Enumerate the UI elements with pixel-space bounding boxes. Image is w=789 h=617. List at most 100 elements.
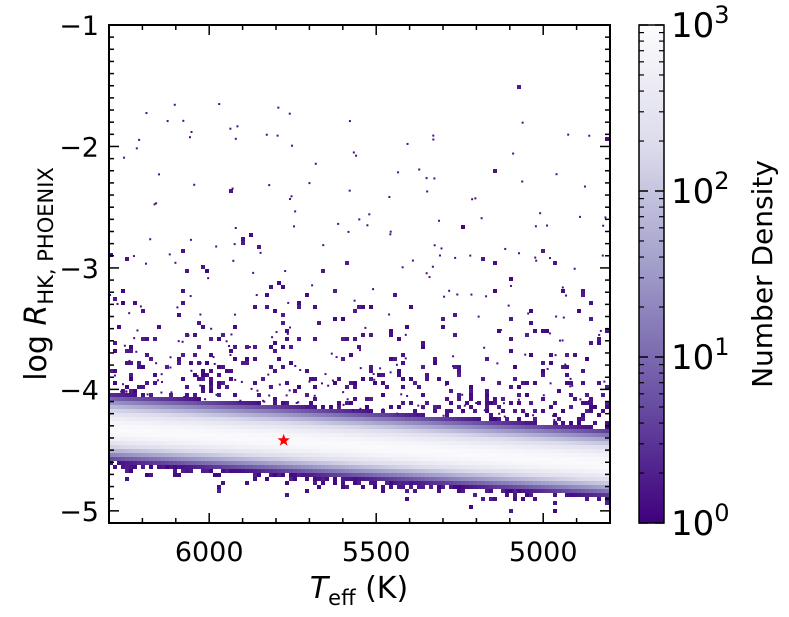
density-cell (505, 441, 509, 445)
density-cell (493, 445, 497, 449)
density-cell (461, 417, 465, 421)
density-cell (297, 409, 301, 413)
density-cell (293, 425, 297, 429)
density-cell (261, 413, 265, 417)
sparse-point (313, 394, 316, 397)
density-cell (593, 485, 597, 489)
density-cell (165, 461, 169, 465)
density-cell (421, 341, 425, 345)
density-cell (373, 441, 377, 445)
density-cell (581, 441, 585, 445)
density-cell (409, 377, 413, 381)
density-cell (237, 433, 241, 437)
density-cell (573, 445, 577, 449)
density-cell (597, 449, 601, 453)
density-cell (301, 417, 305, 421)
density-cell (469, 445, 473, 449)
sparse-point (358, 218, 361, 221)
density-cell (381, 485, 385, 489)
density-cell (545, 477, 549, 481)
density-cell (397, 429, 401, 433)
density-cell (261, 421, 265, 425)
density-cell (405, 413, 409, 417)
density-cell (553, 421, 557, 425)
density-cell (397, 481, 401, 485)
density-cell (341, 421, 345, 425)
density-cell (449, 465, 453, 469)
density-cell (397, 469, 401, 473)
density-cell (385, 437, 389, 441)
sparse-point (552, 414, 555, 417)
density-cell (209, 457, 213, 461)
density-cell (121, 389, 125, 393)
density-cell (517, 485, 521, 489)
density-cell (601, 409, 605, 413)
density-cell (569, 441, 573, 445)
density-cell (149, 393, 153, 397)
density-cell (377, 425, 381, 429)
density-cell (129, 457, 133, 461)
density-cell (133, 397, 137, 401)
sparse-point (555, 315, 558, 318)
sparse-point (136, 329, 139, 332)
density-cell (333, 417, 337, 421)
density-cell (529, 433, 533, 437)
density-cell (521, 489, 525, 493)
density-cell (485, 445, 489, 449)
density-cell (341, 461, 345, 465)
density-cell (369, 453, 373, 457)
density-cell (137, 361, 141, 365)
density-cell (329, 449, 333, 453)
density-cell (389, 329, 393, 333)
density-cell (305, 465, 309, 469)
sparse-point (327, 384, 330, 387)
density-cell (469, 385, 473, 389)
density-cell (357, 441, 361, 445)
density-cell (337, 445, 341, 449)
density-cell (385, 461, 389, 465)
density-cell (293, 413, 297, 417)
density-cell (377, 429, 381, 433)
density-cell (289, 473, 293, 477)
density-cell (537, 453, 541, 457)
density-cell (241, 241, 245, 245)
density-cell (317, 453, 321, 457)
density-cell (145, 417, 149, 421)
density-cell (281, 429, 285, 433)
density-cell (557, 433, 561, 437)
density-cell (549, 481, 553, 485)
density-cell (341, 437, 345, 441)
density-cell (261, 469, 265, 473)
density-cell (541, 369, 545, 373)
sparse-point (555, 173, 558, 176)
density-cell (521, 445, 525, 449)
density-cell (373, 417, 377, 421)
density-cell (477, 425, 481, 429)
density-cell (605, 429, 609, 433)
density-cell (393, 461, 397, 465)
density-cell (321, 465, 325, 469)
density-cell (517, 385, 521, 389)
density-cell (485, 397, 489, 401)
density-cell (593, 453, 597, 457)
density-cell (177, 473, 181, 477)
density-cell (213, 437, 217, 441)
density-cell (269, 385, 273, 389)
density-cell (173, 421, 177, 425)
density-cell (209, 421, 213, 425)
density-cell (453, 429, 457, 433)
density-cell (325, 437, 329, 441)
density-cell (353, 429, 357, 433)
density-cell (601, 493, 605, 497)
sparse-point (169, 356, 172, 359)
density-cell (345, 433, 349, 437)
sparse-point (173, 103, 176, 106)
density-cell (225, 385, 229, 389)
density-cell (109, 413, 113, 417)
density-cell (505, 477, 509, 481)
density-cell (573, 437, 577, 441)
density-cell (257, 409, 261, 413)
density-cell (305, 409, 309, 413)
density-cell (317, 321, 321, 325)
density-cell (225, 405, 229, 409)
